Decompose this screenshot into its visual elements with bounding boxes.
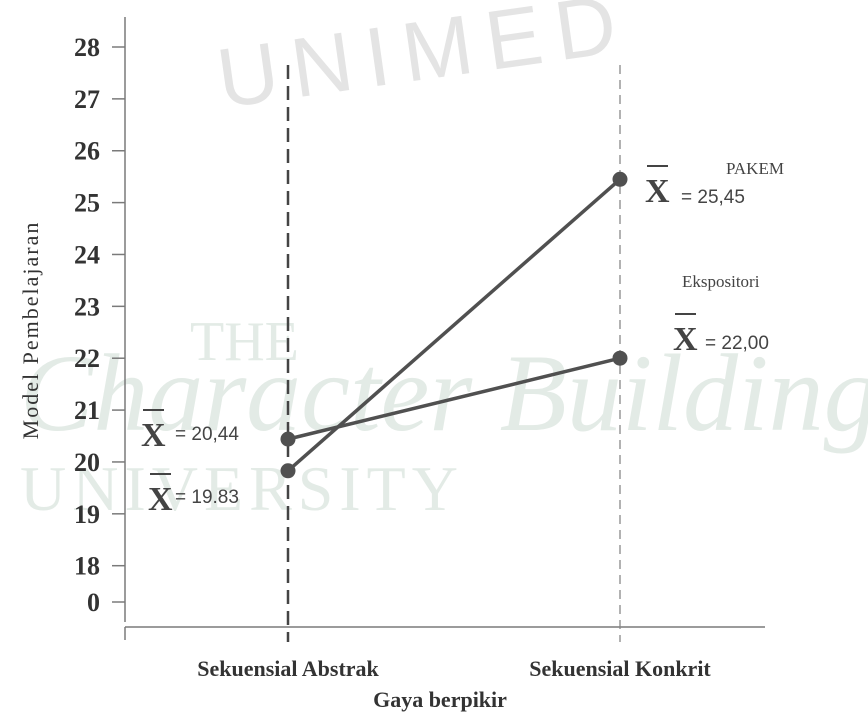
x-axis-title: Gaya berpikir [373, 687, 507, 712]
mean-symbol: X [673, 321, 698, 358]
y-axis-title: Model Pembelajaran [18, 221, 43, 440]
mean-annotation-pakem-abstrak: X = 19.83 [148, 473, 239, 518]
watermark-unimed: UNIMED [211, 0, 635, 126]
x-tick-label-sekuensial-konkrit: Sekuensial Konkrit [529, 656, 711, 681]
axes: 0 18 19 20 21 22 23 24 25 26 27 28 [74, 17, 765, 640]
mean-annotation-pakem-konkrit: X = 25,45 [645, 165, 745, 210]
data-point-ekspositori-1 [612, 350, 628, 366]
y-tick-label: 23 [74, 292, 100, 321]
mean-annotation-ekspositori-konkrit: X = 22,00 [673, 313, 769, 358]
mean-symbol: X [141, 417, 166, 454]
y-tick-label: 25 [74, 189, 100, 218]
y-tick-label: 28 [74, 33, 100, 62]
y-tick-label: 0 [87, 588, 100, 617]
data-point-ekspositori-0 [280, 431, 296, 447]
y-tick-label: 19 [74, 500, 100, 529]
x-tick-label-sekuensial-abstrak: Sekuensial Abstrak [197, 656, 379, 681]
data-point-pakem-1 [612, 171, 628, 187]
data-point-pakem-0 [280, 463, 296, 479]
legend-ekspositori: Ekspositori [682, 272, 760, 291]
y-tick-label: 22 [74, 344, 100, 373]
watermark-university: UNIVERSITY [20, 453, 464, 524]
y-tick-label: 21 [74, 396, 100, 425]
legend-pakem: PAKEM [726, 159, 784, 178]
mean-value: = 25,45 [681, 187, 745, 208]
y-tick-label: 24 [74, 240, 100, 269]
series-line-pakem [286, 177, 622, 473]
y-tick-label: 26 [74, 137, 100, 166]
series-line-ekspositori [287, 356, 621, 441]
mean-value: = 19.83 [175, 487, 239, 508]
mean-value: = 20,44 [175, 424, 239, 445]
mean-symbol: X [148, 481, 173, 518]
y-tick-label: 18 [74, 552, 100, 581]
watermark: UNIMED THE Character Building UNIVERSITY [20, 0, 868, 524]
mean-symbol: X [645, 173, 670, 210]
y-ticks: 0 18 19 20 21 22 23 24 25 26 27 28 [74, 33, 125, 617]
series-layer [280, 171, 628, 479]
y-tick-label: 27 [74, 85, 100, 114]
mean-annotation-ekspositori-abstrak: X = 20,44 [141, 409, 239, 454]
watermark-the: THE [190, 311, 299, 373]
y-tick-label: 20 [74, 448, 100, 477]
watermark-character-building: Character Building [20, 332, 868, 454]
mean-value: = 22,00 [705, 333, 769, 354]
